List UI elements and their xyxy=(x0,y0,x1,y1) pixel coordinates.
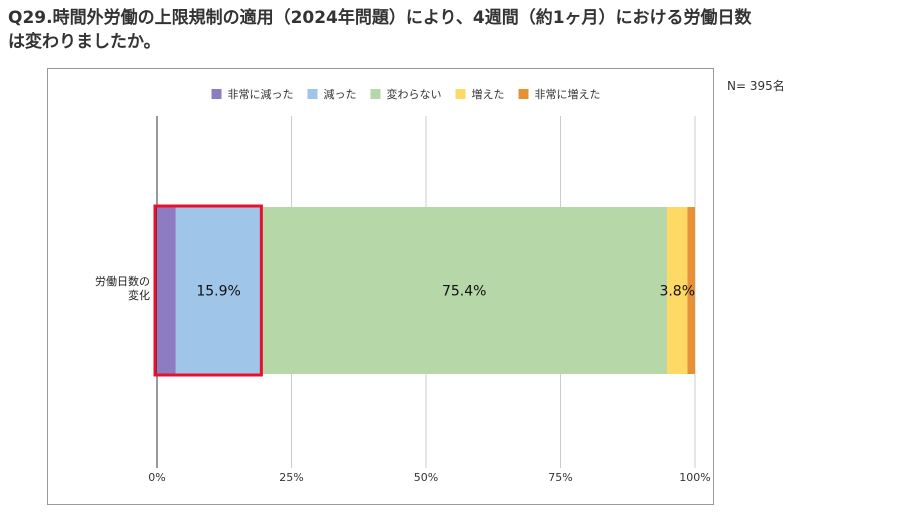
legend-label: 増えた xyxy=(472,88,505,101)
legend-swatch xyxy=(211,89,222,99)
x-tick-label: 50% xyxy=(414,471,438,484)
bar-segment xyxy=(261,207,668,374)
x-tick-label: 75% xyxy=(548,471,572,484)
chart-title: Q29.時間外労働の上限規制の適用（2024年問題）により、4週間（約1ヶ月）に… xyxy=(8,6,904,54)
bar-segment xyxy=(157,207,176,374)
title-line-1: Q29.時間外労働の上限規制の適用（2024年問題）により、4週間（約1ヶ月）に… xyxy=(8,8,752,28)
legend-swatch xyxy=(518,89,529,99)
x-tick-label: 100% xyxy=(679,471,710,484)
title-line-2: は変わりましたか。 xyxy=(8,32,161,52)
legend-swatch xyxy=(455,89,466,99)
x-axis-ticks: 0% 25% 50% 75% 100% xyxy=(148,471,710,484)
legend-swatch xyxy=(370,89,381,99)
bar-segment xyxy=(175,207,262,374)
legend-label: 非常に増えた xyxy=(535,88,601,101)
legend-label: 非常に減った xyxy=(228,87,294,101)
legend-swatch xyxy=(307,89,318,99)
x-tick-label: 0% xyxy=(148,471,165,484)
category-label-line: 変化 xyxy=(128,288,150,302)
bar-segment xyxy=(667,207,688,374)
value-label: 15.9% xyxy=(196,284,240,300)
bar-segment xyxy=(687,207,695,374)
legend: 非常に減った 減った 変わらない 増えた 非常に増えた xyxy=(211,87,601,101)
x-tick-label: 25% xyxy=(279,471,303,484)
legend-label: 減った xyxy=(324,87,357,101)
value-label: 3.8% xyxy=(659,284,695,300)
highlight-box xyxy=(153,204,263,377)
value-label: 75.4% xyxy=(442,284,486,300)
value-labels: 15.9% 75.4% 3.8% xyxy=(196,284,695,300)
bar-segments xyxy=(157,207,695,374)
category-label-line: 労働日数の xyxy=(95,274,150,288)
sample-size-label: N= 395名 xyxy=(727,79,785,93)
legend-label: 変わらない xyxy=(387,87,442,101)
highlight-rectangle xyxy=(153,204,263,377)
